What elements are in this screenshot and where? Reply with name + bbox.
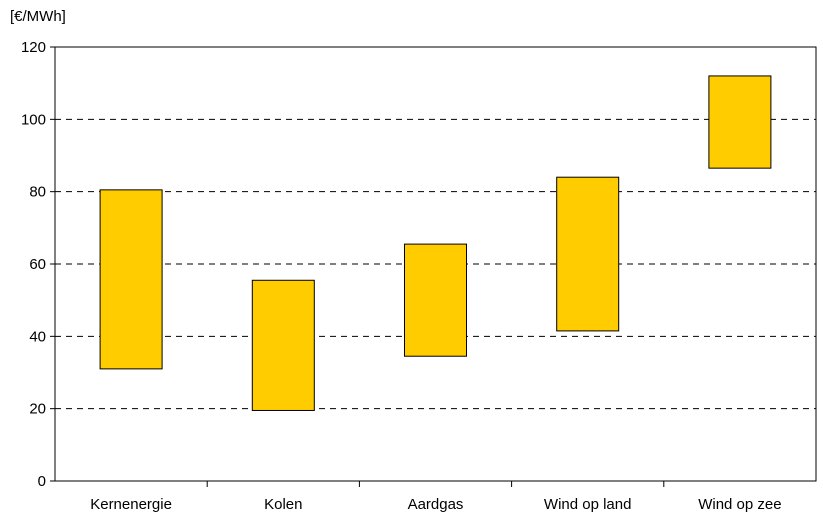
x-category-label: Aardgas bbox=[408, 496, 464, 513]
x-category-label: Wind op land bbox=[544, 496, 632, 513]
y-tick-label-100: 100 bbox=[21, 111, 46, 128]
y-tick-label-40: 40 bbox=[29, 328, 46, 345]
y-axis-unit-label: [€/MWh] bbox=[10, 8, 66, 25]
x-category-label: Kernenergie bbox=[90, 496, 172, 513]
range-bar-wind-op-zee bbox=[708, 75, 772, 169]
x-category-label: Wind op zee bbox=[698, 496, 781, 513]
y-tick-label-0: 0 bbox=[38, 473, 46, 490]
range-bar-aardgas bbox=[404, 243, 467, 357]
range-bar-kolen bbox=[251, 279, 315, 411]
y-tick-label-80: 80 bbox=[29, 184, 46, 201]
x-category-label: Kolen bbox=[264, 496, 302, 513]
y-tick-label-20: 20 bbox=[29, 401, 46, 418]
range-bar-wind-op-land bbox=[556, 176, 620, 332]
y-tick-label-60: 60 bbox=[29, 256, 46, 273]
range-bar-kernenergie bbox=[99, 189, 163, 370]
y-tick-label-120: 120 bbox=[21, 39, 46, 56]
